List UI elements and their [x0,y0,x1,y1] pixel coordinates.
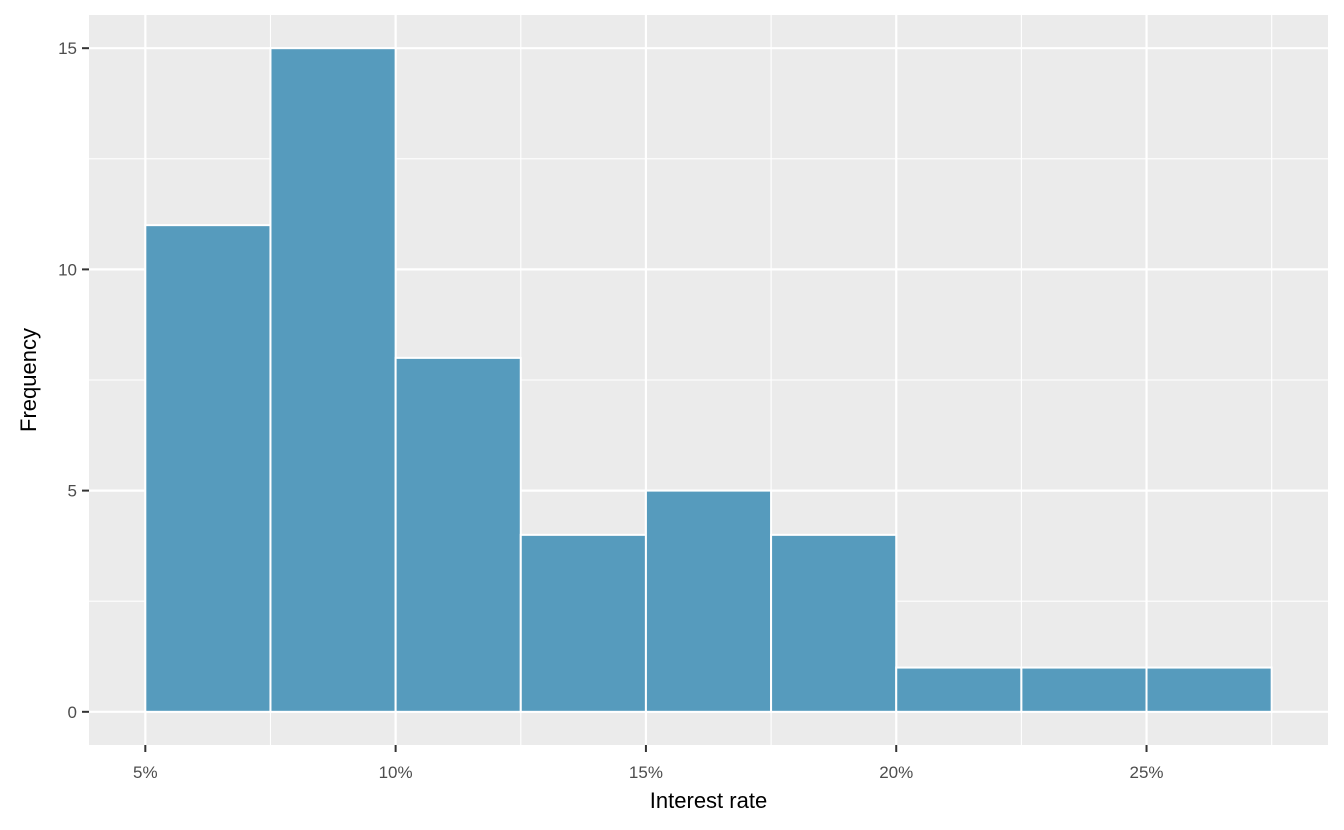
histogram-bar [1020,666,1148,713]
histogram-bar [895,666,1023,713]
histogram-bar [644,489,773,713]
y-tick-label: 15 [58,39,77,58]
y-axis-title: Frequency [16,328,41,432]
y-axis: 0 5 10 15 [58,39,89,722]
histogram-bar [144,224,272,713]
x-tick-label: 15% [629,763,663,782]
x-tick-label: 20% [879,763,913,782]
x-axis-title: Interest rate [650,788,767,813]
histogram-bar [269,47,397,713]
x-tick-label: 10% [379,763,413,782]
histogram-bars [144,47,1273,713]
y-tick-label: 0 [68,703,77,722]
x-axis: 5% 10% 15% 20% 25% [133,745,1164,782]
histogram-bar [1145,666,1273,713]
x-tick-label: 25% [1130,763,1164,782]
y-tick-label: 10 [58,260,77,279]
histogram-bar [394,356,522,713]
x-tick-label: 5% [133,763,158,782]
histogram-bar [770,533,898,713]
histogram-bar [519,533,647,713]
y-tick-label: 5 [68,482,77,501]
